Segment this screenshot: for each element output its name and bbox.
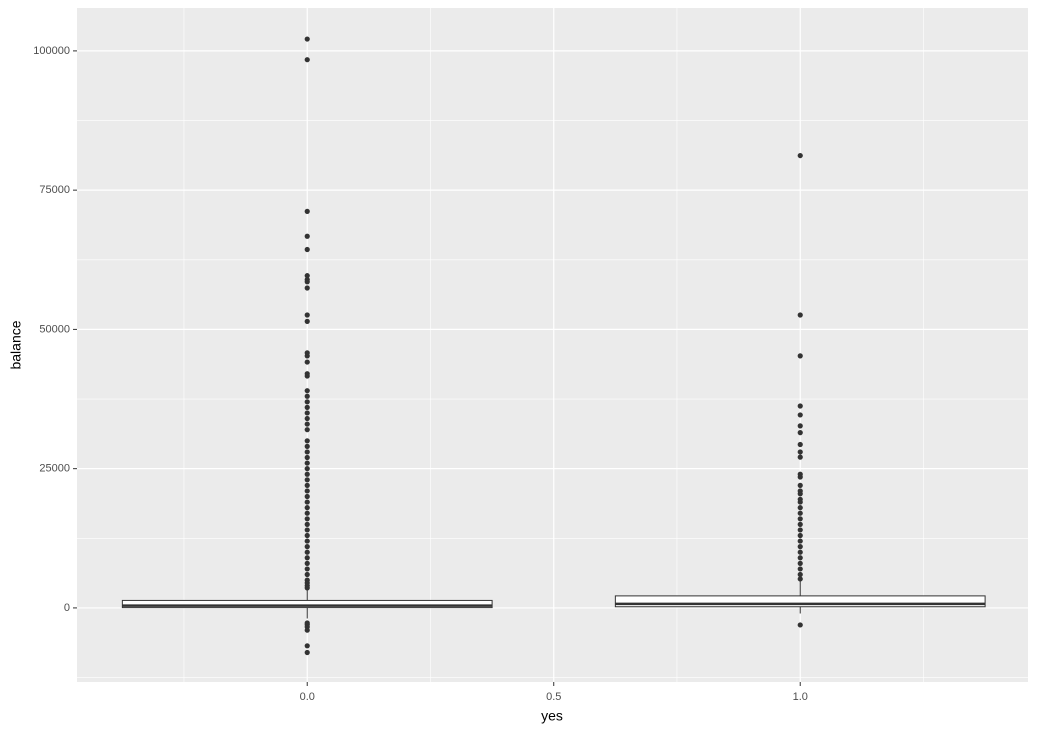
outlier	[797, 527, 803, 533]
outlier	[304, 449, 310, 455]
outlier	[304, 549, 310, 555]
plot-panel	[77, 8, 1028, 682]
outlier	[797, 549, 803, 555]
outlier	[304, 555, 310, 561]
outlier	[797, 449, 803, 455]
outlier	[797, 505, 803, 511]
outlier	[797, 312, 803, 318]
outlier	[304, 471, 310, 477]
outlier	[797, 521, 803, 527]
outlier	[304, 585, 310, 591]
outlier	[304, 571, 310, 578]
outlier	[304, 373, 310, 379]
outlier	[304, 532, 310, 539]
outlier	[304, 273, 310, 279]
outlier	[797, 576, 803, 582]
outlier	[797, 441, 803, 448]
outlier	[304, 560, 310, 566]
outlier	[797, 152, 803, 159]
outlier	[304, 36, 310, 42]
outlier	[304, 510, 310, 516]
outlier	[797, 499, 803, 505]
outlier	[304, 544, 310, 550]
outlier	[304, 359, 310, 365]
outlier	[304, 477, 310, 483]
y-tick-label: 0	[64, 602, 70, 614]
outlier	[304, 393, 310, 399]
outlier	[304, 538, 310, 544]
outlier	[304, 233, 310, 239]
outlier	[797, 622, 803, 628]
outlier	[304, 516, 310, 522]
outlier	[797, 571, 803, 578]
outlier	[304, 388, 310, 394]
outlier	[797, 516, 803, 522]
outlier	[304, 505, 310, 511]
outlier	[797, 412, 803, 418]
outlier	[797, 538, 803, 544]
outlier	[304, 521, 310, 527]
outlier	[304, 627, 310, 633]
outlier	[304, 279, 310, 285]
outlier	[304, 499, 310, 505]
outlier	[304, 566, 310, 572]
outlier	[304, 353, 310, 359]
box	[121, 599, 493, 609]
outlier	[304, 421, 310, 427]
box	[614, 595, 986, 608]
outlier	[304, 454, 310, 461]
outlier	[304, 312, 310, 318]
outlier	[304, 527, 310, 533]
outlier	[797, 544, 803, 550]
outlier	[797, 482, 803, 488]
x-tick-label: 1.0	[793, 691, 808, 703]
outlier	[797, 423, 803, 429]
outlier	[304, 438, 310, 444]
outlier	[797, 532, 803, 539]
outlier	[797, 560, 803, 566]
y-tick-label: 50000	[39, 323, 70, 335]
outlier	[304, 460, 310, 466]
outlier	[304, 410, 310, 416]
x-tick-label: 0.0	[300, 691, 315, 703]
outlier	[797, 555, 803, 561]
outlier	[304, 643, 310, 649]
y-tick-label: 100000	[33, 45, 70, 57]
outlier	[304, 318, 310, 324]
outlier	[797, 430, 803, 436]
outlier	[797, 454, 803, 460]
outlier	[304, 493, 310, 500]
outlier	[304, 246, 310, 253]
y-tick-label: 75000	[39, 184, 70, 196]
outlier	[304, 415, 310, 422]
outlier	[797, 474, 803, 480]
outlier	[797, 403, 803, 409]
outlier	[304, 466, 310, 472]
y-axis-title: balance	[8, 320, 24, 369]
outlier	[304, 57, 310, 63]
outlier	[304, 285, 310, 291]
x-axis-title: yes	[541, 708, 563, 724]
outlier	[797, 491, 803, 497]
outlier	[304, 649, 310, 656]
y-tick-label: 25000	[39, 463, 70, 475]
outlier	[304, 404, 310, 410]
outlier	[304, 399, 310, 405]
outlier	[304, 488, 310, 494]
outlier	[797, 510, 803, 516]
outlier	[304, 208, 310, 214]
outlier	[304, 482, 310, 488]
outlier	[797, 353, 803, 359]
x-tick-label: 0.5	[546, 691, 561, 703]
outlier	[797, 566, 803, 572]
outlier	[304, 443, 310, 449]
outlier	[304, 427, 310, 433]
